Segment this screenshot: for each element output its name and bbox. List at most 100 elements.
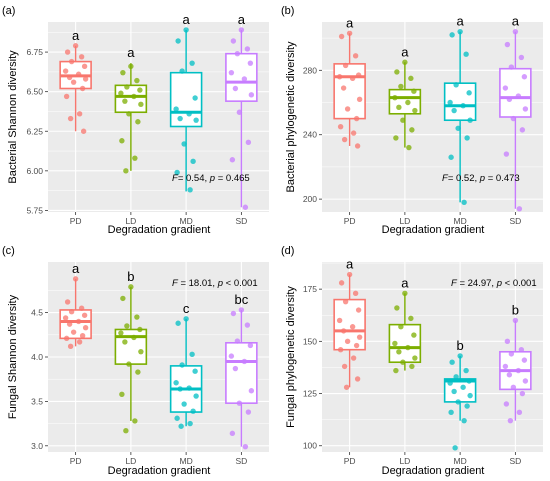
data-point xyxy=(181,141,187,147)
stat-annotation: F = 18.01, p < 0.001 xyxy=(172,278,258,289)
data-point xyxy=(192,368,198,374)
data-point xyxy=(80,128,87,134)
data-point xyxy=(67,343,74,350)
data-point xyxy=(518,54,525,61)
stat-annotation: F = 24.97, p < 0.001 xyxy=(451,278,537,289)
data-point xyxy=(408,75,414,82)
data-point xyxy=(451,107,457,114)
data-point xyxy=(137,326,143,333)
data-point xyxy=(343,384,350,390)
x-axis-title: Degradation gradient xyxy=(382,224,485,236)
y-tick-labels: 5.75 6.00 6.25 6.50 6.75 xyxy=(26,47,48,215)
data-point xyxy=(355,72,362,78)
x-tick-label: PD xyxy=(70,456,82,466)
data-point xyxy=(455,125,461,131)
data-point xyxy=(349,75,356,82)
stat-f-value: = 24.97, xyxy=(457,278,497,289)
y-tick-label: 200 xyxy=(303,194,317,204)
stat-p-value: < 0.001 xyxy=(502,278,537,289)
data-point xyxy=(503,151,510,157)
y-tick-label: 125 xyxy=(303,389,317,399)
data-point xyxy=(241,76,248,82)
data-point xyxy=(392,94,398,101)
data-point xyxy=(242,204,249,210)
data-point xyxy=(463,367,469,374)
data-point xyxy=(503,401,510,407)
x-tick-label: MD xyxy=(180,456,193,466)
data-point xyxy=(412,355,418,361)
panel-label: (b) xyxy=(281,5,294,17)
data-point xyxy=(409,127,415,133)
data-point xyxy=(234,338,241,344)
stat-p-label: p xyxy=(496,278,502,289)
data-point xyxy=(338,280,345,286)
data-point xyxy=(135,369,141,375)
data-point xyxy=(175,320,181,326)
data-point xyxy=(173,106,179,112)
data-point xyxy=(354,143,361,149)
data-point xyxy=(78,305,85,311)
data-point xyxy=(232,85,239,92)
data-point xyxy=(241,358,248,365)
data-point xyxy=(447,380,453,386)
significance-letters: a a a a xyxy=(72,12,246,60)
x-tick-labels: PD LD MD SD xyxy=(344,452,521,466)
stat-f-label: F xyxy=(172,278,179,289)
box-iqr xyxy=(443,82,477,122)
stat-f-label: F xyxy=(172,173,179,184)
data-point xyxy=(461,199,467,206)
x-tick-label: SD xyxy=(509,216,521,226)
data-point xyxy=(340,85,347,91)
data-point xyxy=(350,130,357,136)
panel-label: (d) xyxy=(281,245,294,257)
data-point xyxy=(232,365,239,372)
panel-label: (a) xyxy=(2,5,15,17)
data-point xyxy=(508,64,515,70)
data-point xyxy=(134,77,140,84)
data-point xyxy=(68,58,75,65)
data-point xyxy=(63,93,70,100)
data-point xyxy=(346,271,353,278)
data-point xyxy=(193,393,199,399)
significance-letter: a xyxy=(346,257,354,272)
x-tick-label: SD xyxy=(235,216,247,226)
data-point xyxy=(341,136,348,143)
panel-d: (d) 100 125 150 175 PD LD MD SD a a b b Degradati… xyxy=(281,245,543,477)
x-tick-label: PD xyxy=(344,216,356,226)
data-point xyxy=(68,309,75,315)
data-point xyxy=(238,27,245,33)
data-point xyxy=(229,157,236,163)
data-point xyxy=(341,363,348,370)
data-point xyxy=(62,68,69,74)
y-tick-label: 4.0 xyxy=(31,352,43,362)
data-point xyxy=(461,417,467,424)
data-point xyxy=(79,85,86,92)
data-point xyxy=(393,367,399,374)
data-point xyxy=(186,385,192,391)
data-point xyxy=(353,115,360,122)
significance-letter: a xyxy=(346,15,354,30)
data-point xyxy=(131,334,137,341)
data-point xyxy=(245,409,252,415)
data-point xyxy=(405,344,411,351)
y-tick-label: 4.5 xyxy=(31,308,43,318)
data-point xyxy=(516,409,523,416)
data-point xyxy=(522,378,529,384)
data-point xyxy=(76,339,83,345)
data-point xyxy=(406,144,412,151)
stat-p-label: p xyxy=(217,278,223,289)
data-point xyxy=(457,28,463,35)
data-point xyxy=(356,334,363,340)
data-point xyxy=(64,49,71,55)
data-point xyxy=(337,123,344,130)
data-point xyxy=(352,290,359,297)
x-tick-label: LD xyxy=(399,456,410,466)
data-point xyxy=(522,106,529,112)
data-point xyxy=(393,135,399,141)
data-point xyxy=(452,445,458,451)
data-point xyxy=(344,338,351,345)
data-point xyxy=(118,90,124,96)
